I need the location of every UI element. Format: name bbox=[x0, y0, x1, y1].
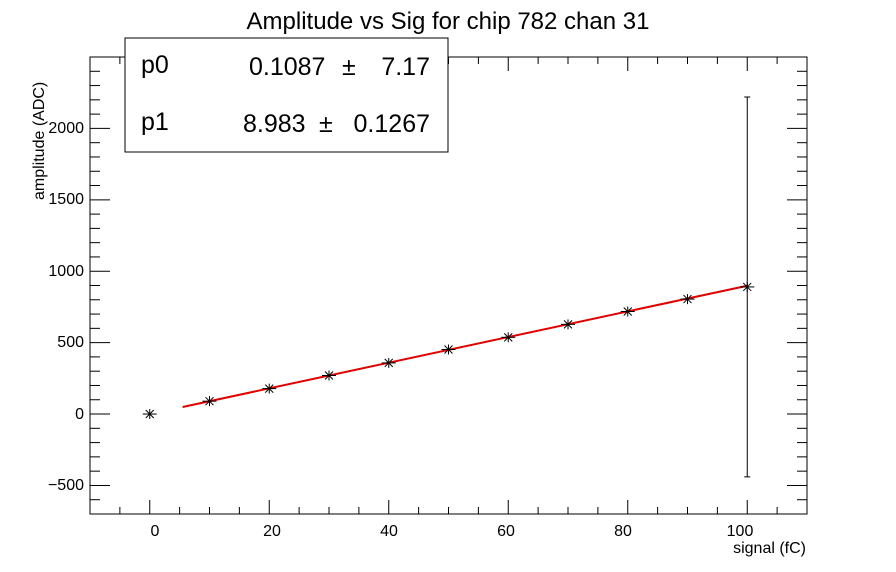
data-point bbox=[441, 344, 456, 355]
y-tick-label: 0 bbox=[75, 406, 84, 423]
p0-value: 0.1087 bbox=[249, 53, 325, 81]
y-axis-label: amplitude (ADC) bbox=[31, 82, 48, 200]
data-point bbox=[202, 396, 217, 407]
chart-title: Amplitude vs Sig for chip 782 chan 31 bbox=[247, 8, 650, 35]
fit-line bbox=[182, 284, 748, 408]
x-tick-label: 60 bbox=[497, 523, 515, 540]
p1-pm-symbol: ± bbox=[319, 110, 333, 138]
data-point bbox=[322, 370, 336, 381]
x-tick-label: 40 bbox=[380, 523, 398, 540]
p0-label: p0 bbox=[141, 51, 169, 79]
p0-pm-symbol: ± bbox=[342, 53, 356, 81]
fit-stats-frame bbox=[124, 37, 449, 153]
p0-error: 7.17 bbox=[381, 53, 430, 81]
p1-error: 0.1267 bbox=[354, 110, 430, 138]
data-point bbox=[501, 332, 516, 343]
p1-value: 8.983 bbox=[243, 110, 306, 138]
y-tick-label: 1000 bbox=[48, 263, 84, 280]
data-point bbox=[142, 409, 157, 420]
fit-stats-box: p0 0.1087 ± 7.17 p1 8.983 ± 0.1267 bbox=[124, 37, 449, 153]
data-point bbox=[620, 306, 635, 317]
y-tick-label: 2000 bbox=[48, 120, 84, 137]
y-tick-label: −500 bbox=[48, 477, 84, 494]
fit-layer bbox=[182, 284, 748, 408]
data-point bbox=[381, 357, 396, 368]
data-points bbox=[142, 96, 755, 478]
p1-label: p1 bbox=[141, 108, 169, 136]
data-point bbox=[740, 96, 755, 478]
x-axis-label: signal (fC) bbox=[733, 540, 806, 557]
y-tick-labels: −500 0 500 1000 1500 2000 bbox=[48, 120, 84, 494]
y-tick-label: 500 bbox=[57, 334, 84, 351]
data-point bbox=[680, 294, 695, 305]
data-point bbox=[262, 383, 277, 394]
x-tick-label: 100 bbox=[727, 523, 754, 540]
data-point bbox=[561, 319, 575, 330]
y-tick-label: 1500 bbox=[48, 191, 84, 208]
x-tick-label: 0 bbox=[151, 523, 160, 540]
x-tick-label: 80 bbox=[614, 523, 632, 540]
x-tick-labels: 0 20 40 60 80 100 bbox=[151, 523, 754, 540]
x-tick-label: 20 bbox=[263, 523, 281, 540]
